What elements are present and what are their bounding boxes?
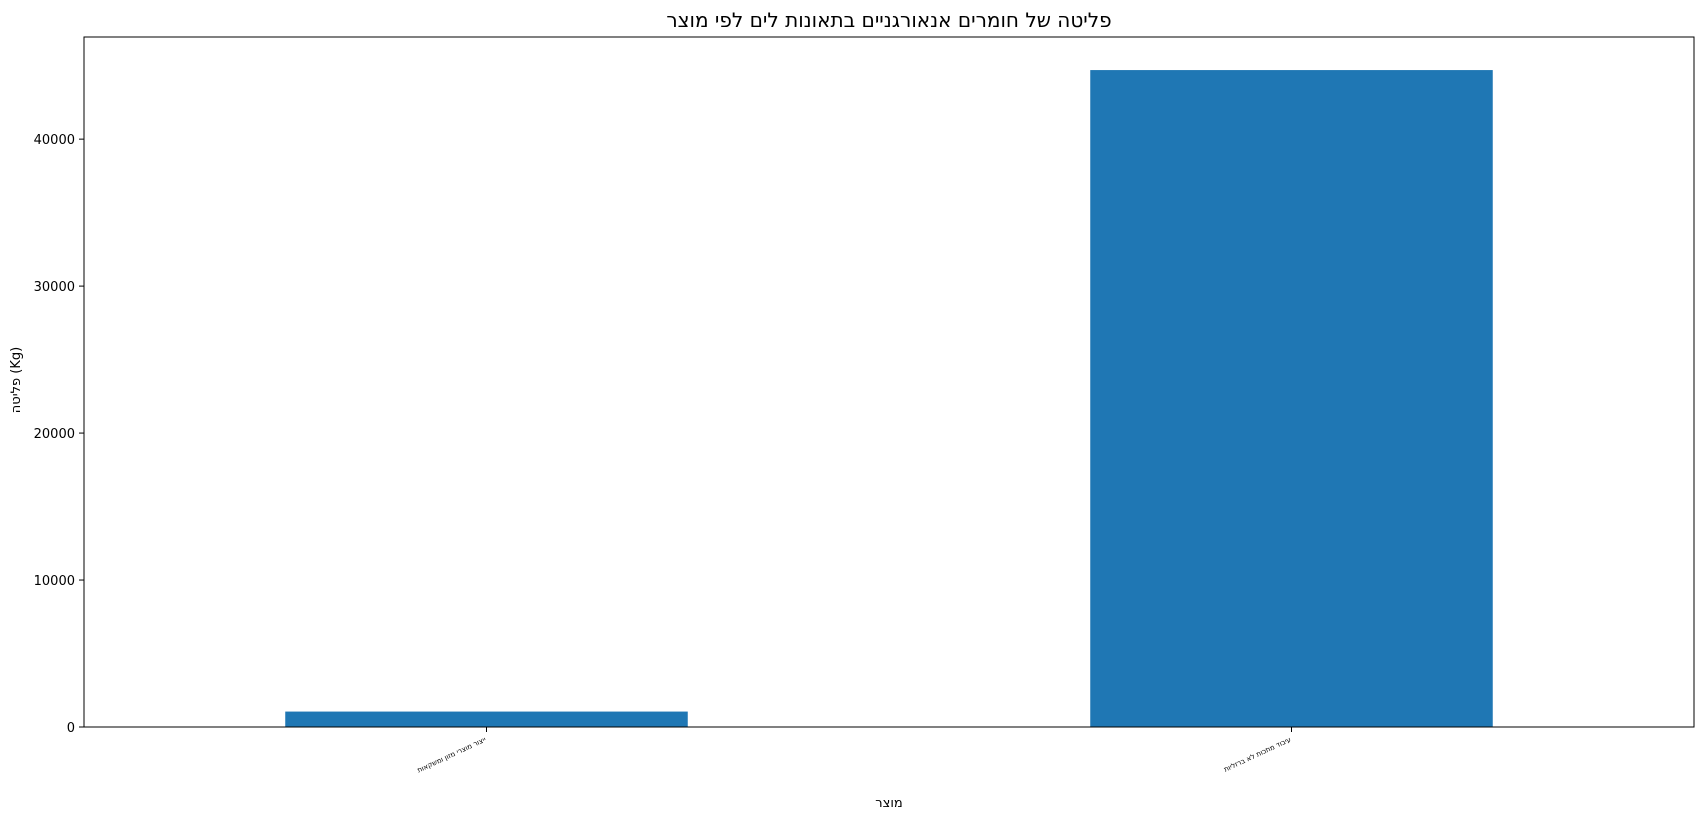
chart-title: פליטה של חומרים אנאורגניים בתאונות לים ל… [666, 8, 1111, 32]
bar [1090, 70, 1493, 728]
y-tick-label: 40000 [34, 133, 75, 148]
y-axis-ticks: 0 10000 20000 30000 40000 [34, 133, 84, 736]
bar [285, 711, 688, 727]
y-tick-label: 20000 [34, 427, 75, 442]
y-tick-label: 0 [67, 721, 75, 736]
plot-frame [83, 36, 1695, 728]
y-tick-label: 30000 [34, 280, 75, 295]
y-axis-label: פליטה (Kg) [9, 347, 24, 413]
bars-layer [285, 70, 1493, 728]
y-tick-label: 10000 [34, 574, 75, 589]
x-axis-label: מוצר [875, 796, 902, 811]
